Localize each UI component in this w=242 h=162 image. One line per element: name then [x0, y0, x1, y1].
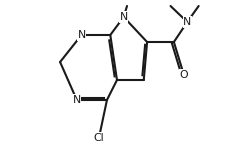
Text: N: N	[120, 12, 128, 22]
Text: N: N	[77, 30, 86, 40]
Text: N: N	[73, 95, 81, 105]
Text: O: O	[180, 70, 188, 80]
Text: N: N	[183, 17, 191, 27]
Text: Cl: Cl	[94, 133, 104, 143]
